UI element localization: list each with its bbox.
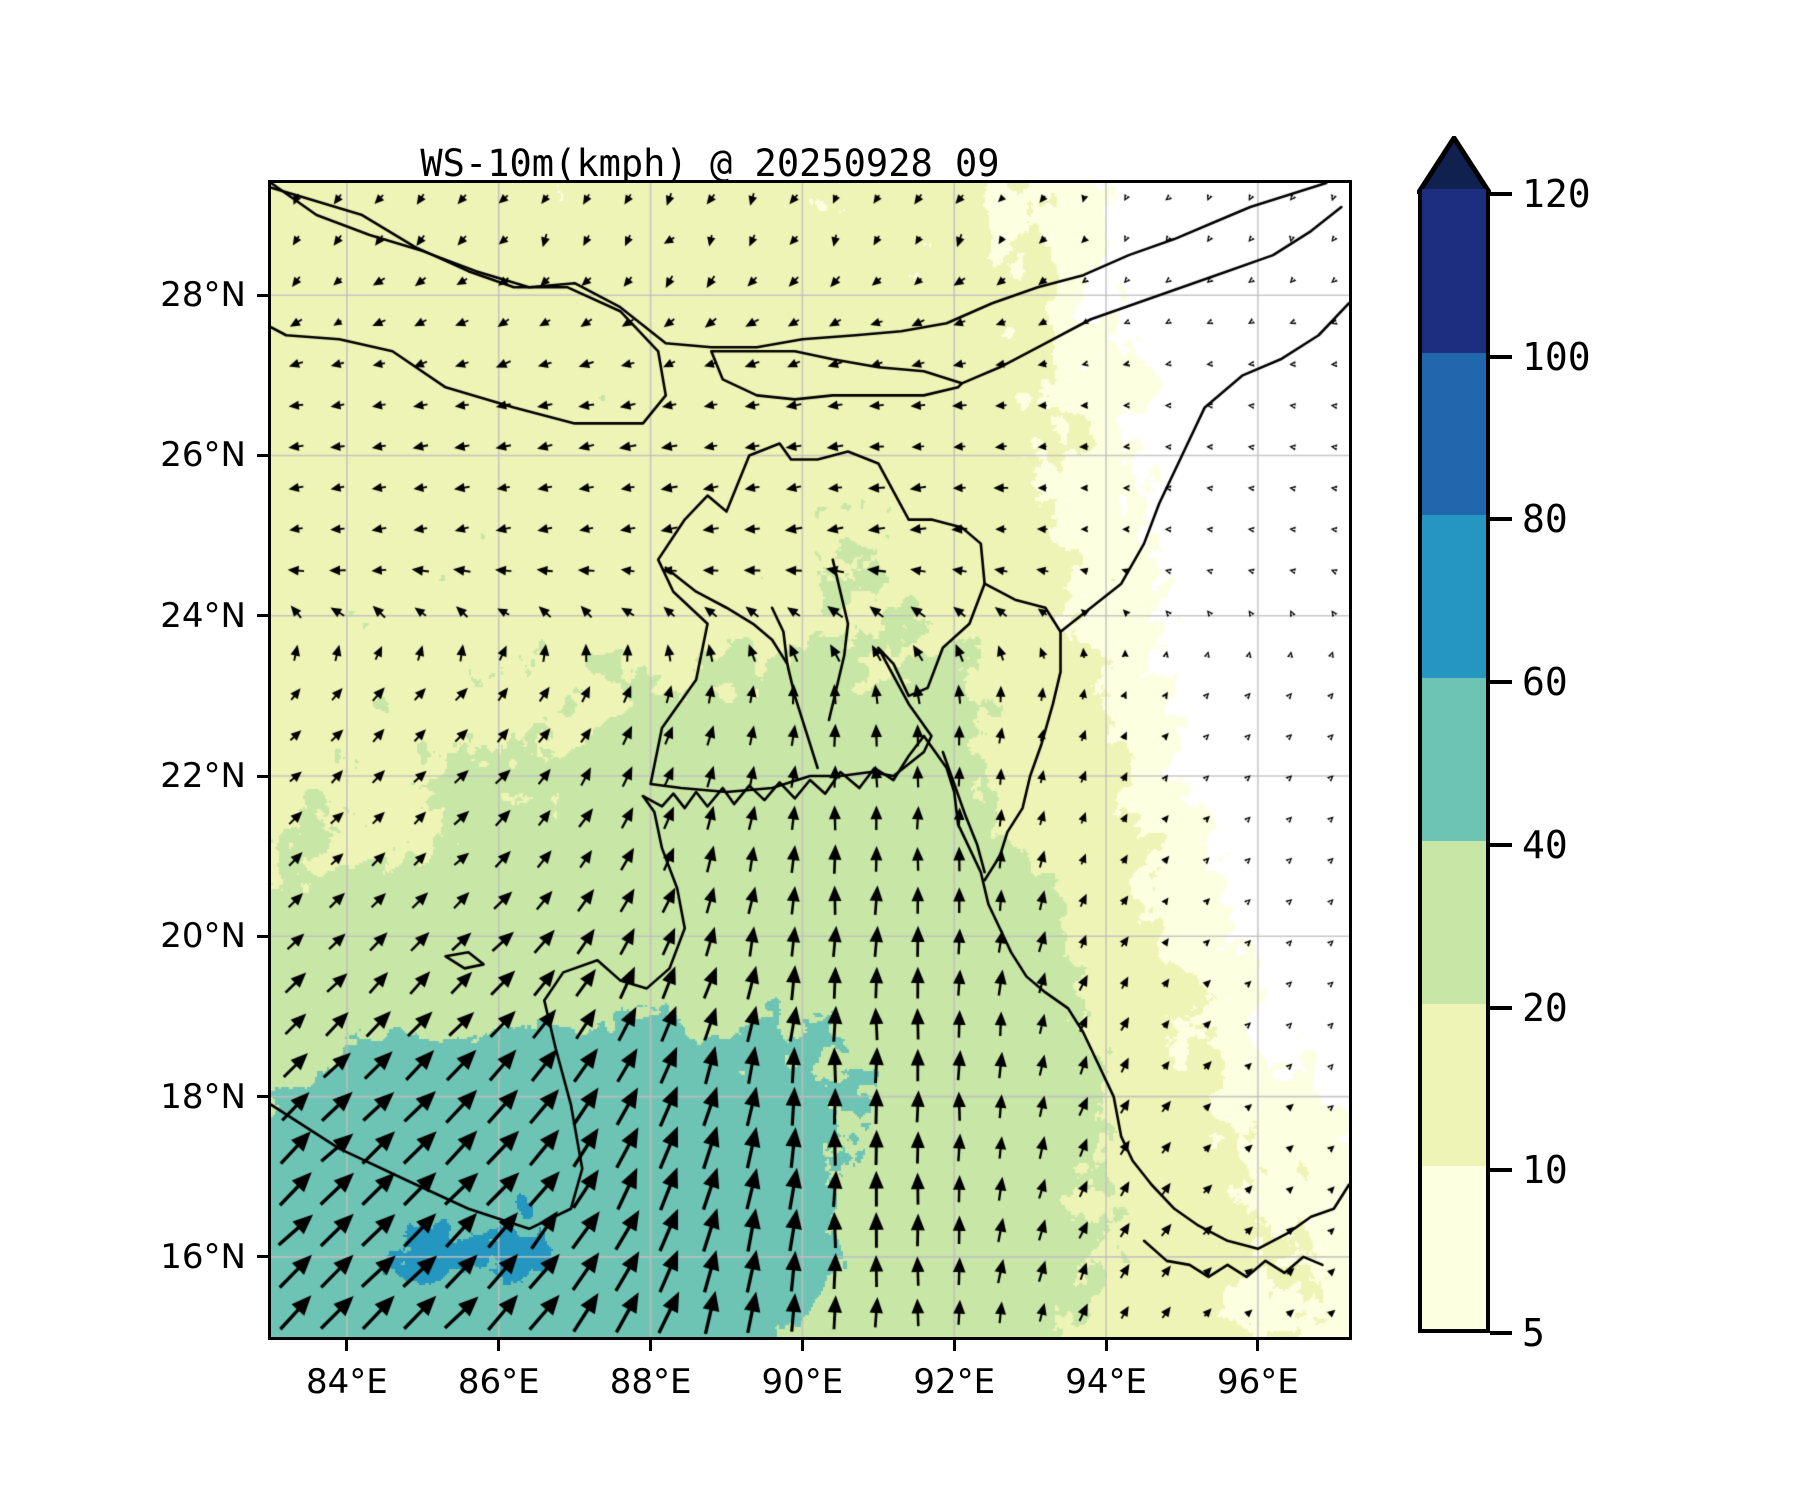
y-axis-tick: [257, 293, 268, 297]
colorbar-label: 5: [1522, 1311, 1545, 1355]
colorbar-tick: [1490, 1005, 1512, 1010]
map-plot-area: [268, 180, 1352, 1340]
x-axis-label: 90°E: [761, 1362, 844, 1402]
colorbar-tick: [1490, 192, 1512, 196]
y-axis-label: 28°N: [160, 275, 246, 316]
x-axis-label: 88°E: [609, 1362, 692, 1402]
colorbar-tick: [1490, 354, 1512, 359]
colorbar-segment: [1422, 839, 1486, 1004]
y-axis-tick: [257, 1255, 268, 1259]
colorbar: 5 10 20 40 60 80 100 120: [1417, 136, 1591, 1355]
colorbar-label: 10: [1522, 1148, 1568, 1193]
x-axis-label: 84°E: [306, 1362, 388, 1402]
y-axis-tick: [257, 774, 268, 778]
colorbar-label: 100: [1522, 334, 1591, 379]
colorbar-label: 80: [1522, 497, 1568, 542]
y-axis-tick: [257, 934, 268, 938]
colorbar-label: 40: [1522, 822, 1568, 867]
y-axis-label: 16°N: [160, 1236, 246, 1277]
y-axis-tick: [257, 614, 268, 618]
colorbar-tick: [1490, 1331, 1512, 1335]
y-axis-label: 22°N: [160, 756, 246, 797]
x-axis-tick: [1256, 1340, 1260, 1351]
x-axis-tick: [952, 1340, 956, 1351]
y-axis-label: 26°N: [160, 435, 246, 476]
colorbar-segment: [1422, 1002, 1486, 1167]
colorbar-body: [1418, 189, 1490, 1333]
x-axis-label: 94°E: [1065, 1362, 1147, 1402]
x-axis-tick: [345, 1340, 349, 1351]
colorbar-tick: [1490, 842, 1512, 847]
colorbar-segment: [1422, 1165, 1486, 1329]
x-axis-tick: [1104, 1340, 1108, 1351]
colorbar-label: 60: [1522, 660, 1568, 705]
wind-speed-map-canvas: [271, 183, 1349, 1337]
colorbar-segment: [1422, 514, 1486, 679]
x-axis-tick: [649, 1340, 653, 1351]
colorbar-segment: [1422, 189, 1486, 353]
x-axis-tick: [800, 1340, 804, 1351]
y-axis-label: 18°N: [160, 1076, 246, 1117]
colorbar-tick: [1490, 680, 1512, 685]
colorbar-tick: [1490, 1168, 1512, 1173]
title-line-1: WS-10m(kmph) @ 20250928_09: [420, 142, 1000, 186]
colorbar-tick: [1490, 517, 1512, 522]
colorbar-segment: [1422, 351, 1486, 516]
x-axis-label: 96°E: [1217, 1362, 1299, 1402]
y-axis-tick: [257, 453, 268, 457]
x-axis-label: 86°E: [457, 1362, 540, 1402]
y-axis-label: 20°N: [160, 916, 246, 957]
x-axis-tick: [497, 1340, 501, 1351]
y-axis-tick: [257, 1095, 268, 1099]
colorbar-segment: [1422, 677, 1486, 841]
colorbar-label: 120: [1522, 172, 1591, 216]
y-axis-label: 24°N: [160, 595, 246, 636]
x-axis-label: 92°E: [913, 1362, 996, 1402]
colorbar-extend-arrow-icon: [1417, 136, 1491, 194]
colorbar-label: 20: [1522, 985, 1568, 1030]
